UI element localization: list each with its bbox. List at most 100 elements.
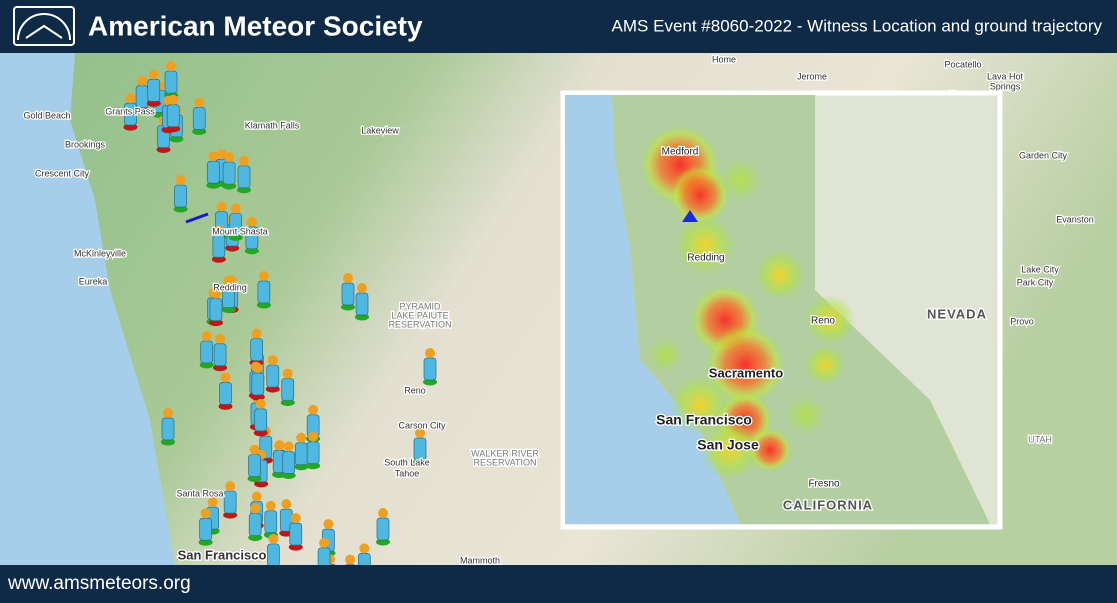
witness-icon	[376, 508, 390, 546]
heat-blob	[670, 375, 730, 435]
place-label: Eureka	[79, 276, 108, 286]
heat-blob	[718, 158, 762, 202]
icon-head	[343, 273, 353, 283]
icon-body	[206, 160, 220, 184]
icon-body	[282, 451, 296, 474]
witness-icons	[123, 61, 437, 595]
icon-body	[209, 298, 223, 322]
header-bar	[0, 0, 1117, 53]
icon-head	[250, 503, 261, 514]
icon-body	[161, 417, 175, 441]
place-label: Brookings	[65, 139, 106, 149]
icon-head	[296, 432, 307, 443]
witness-icon	[192, 97, 207, 135]
place-label: Mammoth	[460, 555, 500, 565]
witness-icon	[228, 203, 243, 241]
icon-body	[266, 364, 280, 388]
witness-icon	[123, 93, 138, 131]
place-label: Jerome	[797, 71, 827, 81]
icon-head	[137, 75, 148, 86]
icon-head	[251, 328, 262, 339]
icon-head	[194, 97, 205, 108]
inset-ocean	[565, 95, 740, 524]
place-label: Lakeview	[361, 125, 399, 135]
witness-icon	[221, 275, 236, 314]
footer-url[interactable]: www.amsmeteors.org	[7, 573, 191, 594]
place-label: Provo	[1010, 316, 1034, 326]
icon-head	[125, 93, 136, 104]
witness-icon	[213, 333, 228, 372]
witness-icon	[306, 431, 321, 470]
place-label: McKinleyville	[74, 248, 126, 258]
icon-head	[267, 355, 278, 366]
witness-icon	[272, 440, 287, 479]
inset-place-label: CALIFORNIA	[783, 497, 873, 512]
icon-body	[237, 165, 251, 189]
icon-body	[164, 70, 178, 94]
witness-icon	[423, 348, 437, 386]
inset-place-label: Reno	[811, 316, 835, 327]
map-labels: Gold Beach Grants Pass Brookings Crescent C…	[22, 53, 1095, 567]
place-label: Carson City	[398, 420, 446, 430]
place-label: Pocatello	[944, 59, 981, 69]
icon-head	[251, 491, 262, 502]
heat-blob	[748, 428, 792, 472]
icon-head	[319, 537, 330, 548]
witness-icon	[247, 444, 262, 483]
witness-icon	[206, 151, 221, 189]
witness-icon	[294, 432, 309, 471]
place-label: Tahoe	[395, 468, 420, 478]
icon-head	[283, 441, 294, 452]
inset-place-label: Redding	[687, 253, 724, 264]
witness-icon	[244, 216, 259, 255]
inset-labels: Medford Redding Reno NEVADA Sacramento San Fr…	[655, 145, 987, 513]
heat-blob	[755, 250, 805, 300]
place-label: Redding	[213, 282, 247, 292]
place-label: Evanston	[1056, 214, 1094, 224]
icon-head	[238, 155, 249, 166]
icon-head	[225, 481, 236, 492]
icon-body	[213, 343, 227, 367]
place-label: Home	[712, 54, 736, 64]
icon-head	[208, 151, 219, 162]
icon-head	[230, 203, 241, 214]
icon-body	[294, 442, 308, 466]
heat-blob	[647, 337, 683, 373]
icon-body	[267, 543, 280, 567]
witness-icon	[249, 328, 264, 367]
icon-body	[306, 441, 320, 465]
icon-head	[166, 61, 177, 72]
icon-head	[290, 513, 301, 524]
witness-icon	[173, 175, 188, 213]
place-label: Reno	[404, 385, 426, 395]
place-label: South Lake	[384, 457, 430, 467]
icon-head	[249, 444, 260, 455]
inset-place-label: Sacramento	[709, 365, 783, 380]
icon-head	[201, 330, 212, 341]
logo	[13, 6, 75, 46]
witness-icon	[146, 69, 161, 107]
icon-head	[308, 431, 319, 442]
icon-body	[192, 107, 206, 130]
icon-body	[376, 517, 390, 541]
witness-icon	[164, 61, 179, 99]
witness-icon	[166, 94, 181, 133]
icon-head	[308, 404, 319, 415]
place-label: PYRAMID	[399, 301, 441, 311]
witness-icon	[280, 368, 295, 407]
witness-icon	[341, 273, 355, 311]
icon-body	[199, 517, 212, 541]
inset-place-label: San Francisco	[656, 412, 752, 428]
icon-body	[223, 490, 237, 514]
place-label: Grants Pass	[105, 106, 155, 116]
witness-icon	[236, 155, 251, 194]
icon-body	[355, 292, 369, 316]
icon-head	[282, 368, 293, 379]
witness-icon	[161, 408, 175, 446]
icon-head	[163, 408, 173, 418]
event-title: AMS Event #8060-2022 - Witness Location …	[612, 16, 1103, 35]
witness-icon	[135, 75, 150, 114]
witness-icon	[288, 513, 303, 551]
heat-blob	[705, 325, 785, 405]
ocean	[0, 53, 175, 565]
